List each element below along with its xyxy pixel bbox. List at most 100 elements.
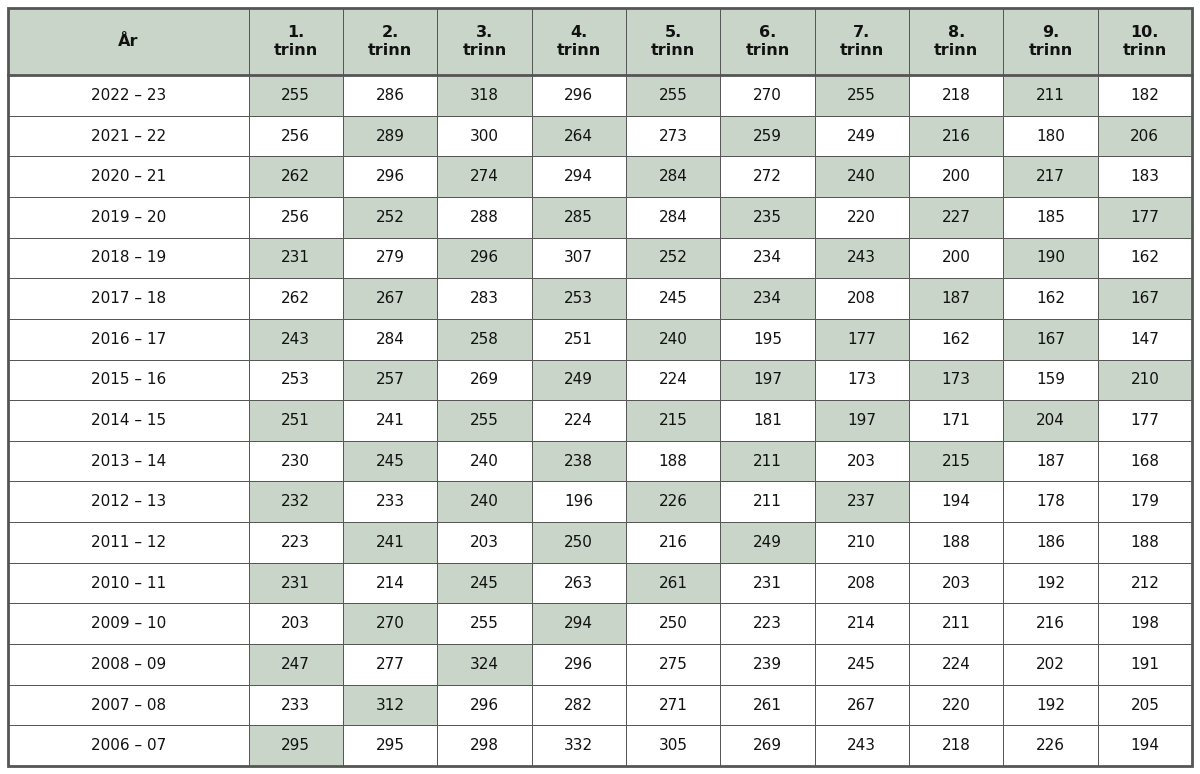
Text: 240: 240 xyxy=(470,495,499,509)
Bar xyxy=(1098,725,1192,766)
Bar xyxy=(8,115,248,156)
Bar xyxy=(248,481,343,522)
Bar xyxy=(626,725,720,766)
Text: 185: 185 xyxy=(1036,210,1064,224)
Text: 264: 264 xyxy=(564,128,593,143)
Text: 240: 240 xyxy=(470,454,499,469)
Text: 2020 – 21: 2020 – 21 xyxy=(91,170,166,184)
Text: 252: 252 xyxy=(659,251,688,265)
Bar xyxy=(815,319,908,360)
Bar xyxy=(626,522,720,563)
Bar xyxy=(437,725,532,766)
Text: 241: 241 xyxy=(376,413,404,428)
Text: 296: 296 xyxy=(564,88,593,103)
Bar xyxy=(343,115,437,156)
Bar xyxy=(1003,319,1098,360)
Bar xyxy=(626,441,720,481)
Text: 305: 305 xyxy=(659,738,688,753)
Text: 178: 178 xyxy=(1036,495,1064,509)
Bar xyxy=(1098,360,1192,400)
Text: 187: 187 xyxy=(1036,454,1064,469)
Bar xyxy=(626,75,720,115)
Bar xyxy=(908,360,1003,400)
Text: 192: 192 xyxy=(1036,697,1064,713)
Bar xyxy=(248,8,343,75)
Bar xyxy=(815,441,908,481)
Text: 245: 245 xyxy=(659,291,688,306)
Bar xyxy=(815,197,908,238)
Bar xyxy=(908,197,1003,238)
Text: 235: 235 xyxy=(752,210,782,224)
Text: 182: 182 xyxy=(1130,88,1159,103)
Text: 243: 243 xyxy=(281,332,311,347)
Text: 273: 273 xyxy=(659,128,688,143)
Bar xyxy=(908,441,1003,481)
Text: 194: 194 xyxy=(942,495,971,509)
Bar xyxy=(1003,360,1098,400)
Text: 177: 177 xyxy=(847,332,876,347)
Text: 227: 227 xyxy=(942,210,971,224)
Bar xyxy=(8,319,248,360)
Text: 240: 240 xyxy=(659,332,688,347)
Text: 284: 284 xyxy=(659,210,688,224)
Text: 167: 167 xyxy=(1130,291,1159,306)
Bar xyxy=(908,238,1003,279)
Bar xyxy=(1098,75,1192,115)
Bar xyxy=(1098,319,1192,360)
Bar xyxy=(8,685,248,725)
Bar xyxy=(720,644,815,685)
Bar xyxy=(626,8,720,75)
Text: 181: 181 xyxy=(754,413,782,428)
Bar xyxy=(532,8,626,75)
Text: 210: 210 xyxy=(1130,372,1159,388)
Text: 214: 214 xyxy=(847,616,876,632)
Bar xyxy=(437,563,532,604)
Text: 294: 294 xyxy=(564,170,593,184)
Text: 253: 253 xyxy=(564,291,593,306)
Text: 202: 202 xyxy=(1036,657,1064,672)
Bar xyxy=(720,279,815,319)
Bar xyxy=(626,481,720,522)
Text: 220: 220 xyxy=(847,210,876,224)
Text: 204: 204 xyxy=(1036,413,1064,428)
Bar xyxy=(437,441,532,481)
Bar xyxy=(437,75,532,115)
Text: 212: 212 xyxy=(1130,576,1159,591)
Text: 262: 262 xyxy=(281,170,311,184)
Bar xyxy=(8,563,248,604)
Text: 205: 205 xyxy=(1130,697,1159,713)
Text: 162: 162 xyxy=(1130,251,1159,265)
Text: 284: 284 xyxy=(376,332,404,347)
Bar xyxy=(248,75,343,115)
Bar xyxy=(720,360,815,400)
Bar xyxy=(532,441,626,481)
Text: 283: 283 xyxy=(470,291,499,306)
Text: 296: 296 xyxy=(470,697,499,713)
Text: 234: 234 xyxy=(752,251,782,265)
Bar xyxy=(1003,604,1098,644)
Text: 243: 243 xyxy=(847,251,876,265)
Text: 190: 190 xyxy=(1036,251,1064,265)
Text: 249: 249 xyxy=(564,372,593,388)
Bar xyxy=(1098,563,1192,604)
Bar xyxy=(343,725,437,766)
Text: 249: 249 xyxy=(847,128,876,143)
Text: 296: 296 xyxy=(376,170,404,184)
Text: 295: 295 xyxy=(281,738,311,753)
Text: 173: 173 xyxy=(942,372,971,388)
Text: 180: 180 xyxy=(1036,128,1064,143)
Bar xyxy=(1098,604,1192,644)
Text: 215: 215 xyxy=(659,413,688,428)
Bar xyxy=(1003,725,1098,766)
Bar xyxy=(248,156,343,197)
Bar xyxy=(248,238,343,279)
Bar xyxy=(720,156,815,197)
Text: 203: 203 xyxy=(281,616,311,632)
Text: 171: 171 xyxy=(942,413,971,428)
Text: 261: 261 xyxy=(752,697,782,713)
Text: 162: 162 xyxy=(942,332,971,347)
Bar xyxy=(815,644,908,685)
Text: 216: 216 xyxy=(659,535,688,550)
Text: 332: 332 xyxy=(564,738,593,753)
Text: 218: 218 xyxy=(942,738,971,753)
